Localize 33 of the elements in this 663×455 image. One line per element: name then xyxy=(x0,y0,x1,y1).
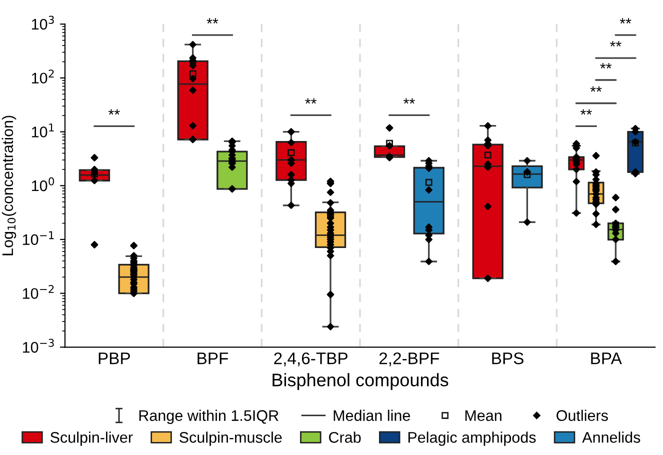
annotation: ** xyxy=(305,98,317,104)
x-axis-title: Bisphenol compounds xyxy=(272,373,448,390)
y-tick-label: 10$^{0}$ xyxy=(32,177,54,192)
annotation: ** xyxy=(600,63,612,68)
text: Range within 1.5IQR xyxy=(139,410,278,424)
y-tick-label: 10$^{2}$ xyxy=(32,70,54,84)
text: ** xyxy=(620,18,632,24)
annotation: ** xyxy=(590,86,602,92)
text: Outliers xyxy=(556,410,608,421)
legend-label: Annelids xyxy=(582,432,640,443)
text: Mean xyxy=(465,410,502,421)
x-tick-label: BPS xyxy=(492,352,524,364)
legend-label: Crab xyxy=(329,432,361,443)
text: ** xyxy=(206,18,218,24)
y-axis-title: Log$_{10}$(concentration) xyxy=(2,116,16,256)
x-tick-label: 2,2-BPF xyxy=(379,352,440,366)
annotation: ** xyxy=(610,41,622,46)
x-tick-label: BPF xyxy=(198,352,228,364)
annotation: ** xyxy=(403,98,415,104)
legend-label: Sculpin-muscle xyxy=(180,432,282,446)
legend-label: Sculpin-liver xyxy=(50,432,133,446)
y-tick-label: 10$^{−2}$ xyxy=(22,284,54,299)
y-tick-label: 10$^{3}$ xyxy=(32,16,54,30)
text: Median line xyxy=(334,410,410,421)
annotation: ** xyxy=(580,109,592,115)
legend-label: Pelagic amphipods xyxy=(408,432,536,446)
y-tick-label: 10$^{1}$ xyxy=(32,124,54,138)
x-tick-label: PBP xyxy=(98,352,130,364)
y-tick-label: 10$^{−3}$ xyxy=(22,338,54,353)
x-tick-label: 2,4,6-TBP xyxy=(274,352,348,366)
annotation: ** xyxy=(108,109,120,115)
x-tick-label: BPA xyxy=(591,352,622,364)
y-tick-label: 10$^{−1}$ xyxy=(22,231,54,246)
